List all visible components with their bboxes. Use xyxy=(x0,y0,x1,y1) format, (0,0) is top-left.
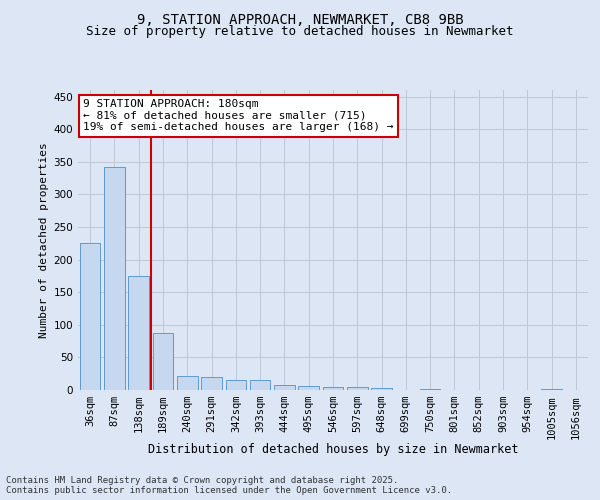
Text: Size of property relative to detached houses in Newmarket: Size of property relative to detached ho… xyxy=(86,25,514,38)
Bar xyxy=(104,167,125,390)
Bar xyxy=(152,332,173,390)
Bar xyxy=(274,385,295,390)
Bar xyxy=(250,380,271,390)
Bar xyxy=(371,388,392,390)
Y-axis label: Number of detached properties: Number of detached properties xyxy=(39,142,49,338)
Bar xyxy=(420,388,440,390)
Bar xyxy=(201,377,222,390)
Bar xyxy=(177,376,197,390)
Text: Contains HM Land Registry data © Crown copyright and database right 2025.
Contai: Contains HM Land Registry data © Crown c… xyxy=(6,476,452,495)
Bar xyxy=(347,386,368,390)
X-axis label: Distribution of detached houses by size in Newmarket: Distribution of detached houses by size … xyxy=(148,443,518,456)
Bar xyxy=(323,386,343,390)
Bar xyxy=(226,380,246,390)
Bar xyxy=(298,386,319,390)
Bar xyxy=(128,276,149,390)
Text: 9 STATION APPROACH: 180sqm
← 81% of detached houses are smaller (715)
19% of sem: 9 STATION APPROACH: 180sqm ← 81% of deta… xyxy=(83,99,394,132)
Bar xyxy=(80,244,100,390)
Text: 9, STATION APPROACH, NEWMARKET, CB8 9BB: 9, STATION APPROACH, NEWMARKET, CB8 9BB xyxy=(137,12,463,26)
Bar xyxy=(541,388,562,390)
